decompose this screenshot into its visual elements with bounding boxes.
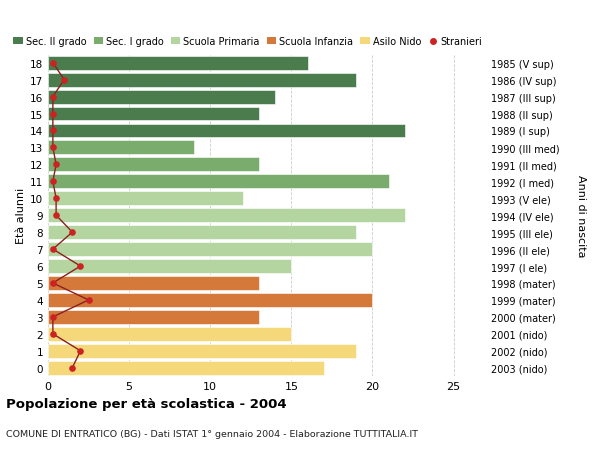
Point — [52, 212, 61, 219]
Bar — [48, 56, 308, 71]
Point — [48, 145, 58, 152]
Bar — [48, 209, 405, 223]
Point — [84, 297, 94, 304]
Point — [48, 330, 58, 338]
Legend: Sec. II grado, Sec. I grado, Scuola Primaria, Scuola Infanzia, Asilo Nido, Stran: Sec. II grado, Sec. I grado, Scuola Prim… — [13, 37, 482, 47]
Bar — [48, 361, 324, 375]
Point — [68, 229, 77, 236]
Bar — [48, 141, 194, 155]
Text: COMUNE DI ENTRATICO (BG) - Dati ISTAT 1° gennaio 2004 - Elaborazione TUTTITALIA.: COMUNE DI ENTRATICO (BG) - Dati ISTAT 1°… — [6, 429, 418, 438]
Bar — [48, 107, 259, 121]
Bar — [48, 259, 292, 274]
Point — [48, 111, 58, 118]
Point — [48, 60, 58, 67]
Bar — [48, 124, 405, 138]
Bar — [48, 158, 259, 172]
Bar — [48, 327, 292, 341]
Bar — [48, 175, 389, 189]
Point — [76, 263, 85, 270]
Point — [48, 313, 58, 321]
Bar — [48, 310, 259, 324]
Bar — [48, 243, 373, 257]
Bar — [48, 90, 275, 104]
Point — [52, 161, 61, 168]
Bar — [48, 73, 356, 87]
Bar — [48, 192, 242, 206]
Bar — [48, 344, 356, 358]
Point — [48, 246, 58, 253]
Point — [52, 195, 61, 202]
Text: Popolazione per età scolastica - 2004: Popolazione per età scolastica - 2004 — [6, 397, 287, 410]
Point — [68, 364, 77, 372]
Point — [48, 128, 58, 135]
Point — [48, 178, 58, 185]
Bar — [48, 293, 373, 307]
Bar — [48, 226, 356, 240]
Point — [48, 280, 58, 287]
Y-axis label: Età alunni: Età alunni — [16, 188, 26, 244]
Point — [59, 77, 69, 84]
Point — [48, 94, 58, 101]
Point — [76, 347, 85, 355]
Bar — [48, 276, 259, 290]
Y-axis label: Anni di nascita: Anni di nascita — [576, 174, 586, 257]
